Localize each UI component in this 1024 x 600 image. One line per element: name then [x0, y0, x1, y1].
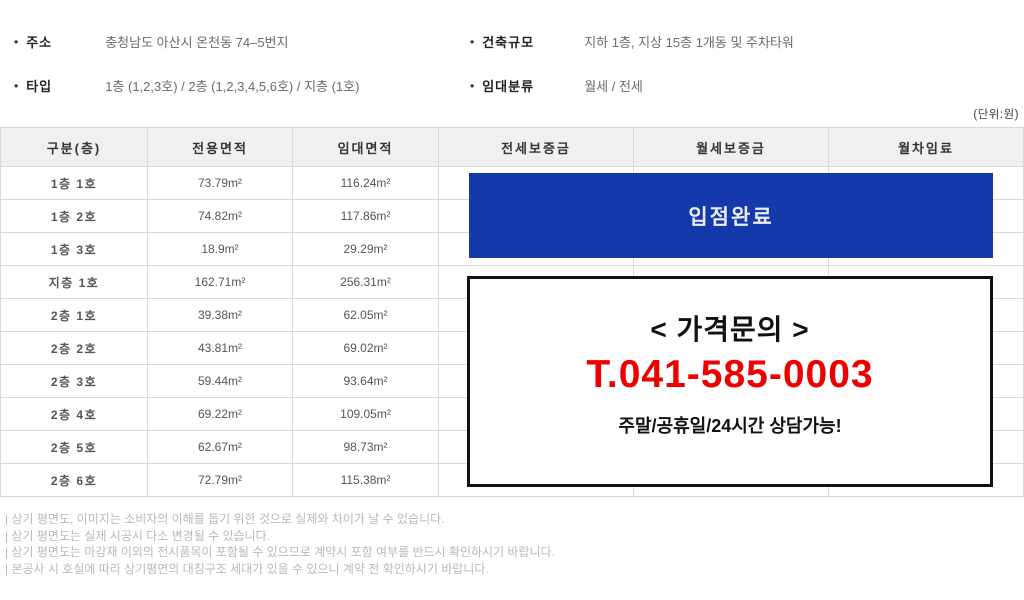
scale-value: 지하 1층, 지상 15층 1개동 및 주차타워 [584, 35, 794, 50]
col-header-monthly-deposit: 월세보증금 [633, 127, 829, 167]
bullet-icon: • [470, 78, 475, 93]
info-item-address: • 주소 충청남도 아산시 온천동 74–5번지 [14, 32, 288, 51]
disclaimer-line: | 상기 평면도는 마감재 이외의 전시품목이 포함될 수 있으므로 계약시 포… [5, 545, 555, 559]
unit-cell: 2층 2호 [0, 331, 148, 365]
unit-cell: 2층 3호 [0, 364, 148, 398]
exclusive-area-cell: 69.22m² [147, 397, 293, 431]
col-header-monthly-rent: 월차임료 [828, 127, 1024, 167]
col-header-exclusive-area: 전용면적 [147, 127, 293, 167]
lease-area-cell: 69.02m² [292, 331, 439, 365]
lease-category-value: 월세 / 전세 [584, 79, 643, 94]
disclaimer-notes: | 상기 평면도, 이미지는 소비자의 이해를 돕기 위한 것으로 실제와 차이… [5, 511, 1015, 577]
exclusive-area-cell: 39.38m² [147, 298, 293, 332]
disclaimer-line: | 상기 평면도는 실제 시공시 다소 변경될 수 있습니다. [5, 528, 270, 543]
unit-cell: 2층 4호 [0, 397, 148, 431]
type-label: 타입 [26, 79, 53, 94]
unit-cell: 1층 3호 [0, 232, 148, 266]
price-inquiry-box: < 가격문의 > T.041-585-0003 주말/공휴일/24시간 상담가능… [467, 276, 993, 487]
bullet-icon: • [14, 34, 19, 49]
type-value: 1층 (1,2,3호) / 2층 (1,2,3,4,5,6호) / 지층 (1호… [105, 79, 360, 94]
disclaimer-line: | 상기 평면도, 이미지는 소비자의 이해를 돕기 위한 것으로 실제와 차이… [5, 512, 445, 526]
address-label: 주소 [26, 35, 53, 50]
exclusive-area-cell: 72.79m² [147, 463, 293, 497]
occupied-status-banner: 입점완료 [469, 173, 993, 258]
table-row: 지층 1호 162.71m² 256.31m² [0, 265, 1024, 299]
exclusive-area-cell: 18.9m² [147, 232, 293, 266]
lease-area-cell: 29.29m² [292, 232, 439, 266]
disclaimer-line: | 본공사 시 호실에 따라 상기평면의 대칭구조 세대가 있을 수 있으니 계… [5, 561, 489, 576]
lease-area-cell: 256.31m² [292, 265, 439, 299]
info-item-lease-category: • 임대분류 월세 / 전세 [470, 76, 643, 95]
unit-cell: 2층 1호 [0, 298, 148, 332]
info-item-building-scale: • 건축규모 지하 1층, 지상 15층 1개동 및 주차타워 [470, 32, 794, 51]
lease-area-cell: 109.05m² [292, 397, 439, 431]
phone-number: T.041-585-0003 [586, 353, 874, 396]
col-header-unit: 구분(층) [0, 127, 148, 167]
currency-unit-note: (단위:원) [973, 109, 1019, 121]
unit-cell: 1층 1호 [0, 166, 148, 200]
unit-cell: 1층 2호 [0, 199, 148, 233]
col-header-lease-area: 임대면적 [292, 127, 439, 167]
unit-cell: 2층 6호 [0, 463, 148, 497]
lease-table-wrap: 구분(층) 전용면적 임대면적 전세보증금 월세보증금 월차임료 1층 1호 7… [0, 127, 1024, 497]
col-header-jeonse-deposit: 전세보증금 [438, 127, 634, 167]
scale-label: 건축규모 [482, 35, 535, 50]
unit-cell: 2층 5호 [0, 430, 148, 464]
bullet-icon: • [470, 34, 475, 49]
lease-area-cell: 116.24m² [292, 166, 439, 200]
building-info-section: • 주소 충청남도 아산시 온천동 74–5번지 • 타입 1층 (1,2,3호… [0, 0, 1024, 127]
lease-area-cell: 117.86m² [292, 199, 439, 233]
bullet-icon: • [14, 78, 19, 93]
unit-cell: 지층 1호 [0, 265, 148, 299]
price-inquiry-title: < 가격문의 > [650, 314, 810, 345]
info-item-type: • 타입 1층 (1,2,3호) / 2층 (1,2,3,4,5,6호) / 지… [14, 76, 359, 95]
consultation-hours: 주말/공휴일/24시간 상담가능! [618, 416, 842, 436]
table-header-row: 구분(층) 전용면적 임대면적 전세보증금 월세보증금 월차임료 [0, 127, 1024, 167]
lease-area-cell: 115.38m² [292, 463, 439, 497]
lease-area-cell: 98.73m² [292, 430, 439, 464]
exclusive-area-cell: 74.82m² [147, 199, 293, 233]
lease-area-cell: 62.05m² [292, 298, 439, 332]
exclusive-area-cell: 162.71m² [147, 265, 293, 299]
exclusive-area-cell: 43.81m² [147, 331, 293, 365]
lease-area-cell: 93.64m² [292, 364, 439, 398]
exclusive-area-cell: 73.79m² [147, 166, 293, 200]
address-value: 충청남도 아산시 온천동 74–5번지 [105, 35, 289, 50]
exclusive-area-cell: 59.44m² [147, 364, 293, 398]
lease-category-label: 임대분류 [482, 79, 535, 94]
exclusive-area-cell: 62.67m² [147, 430, 293, 464]
